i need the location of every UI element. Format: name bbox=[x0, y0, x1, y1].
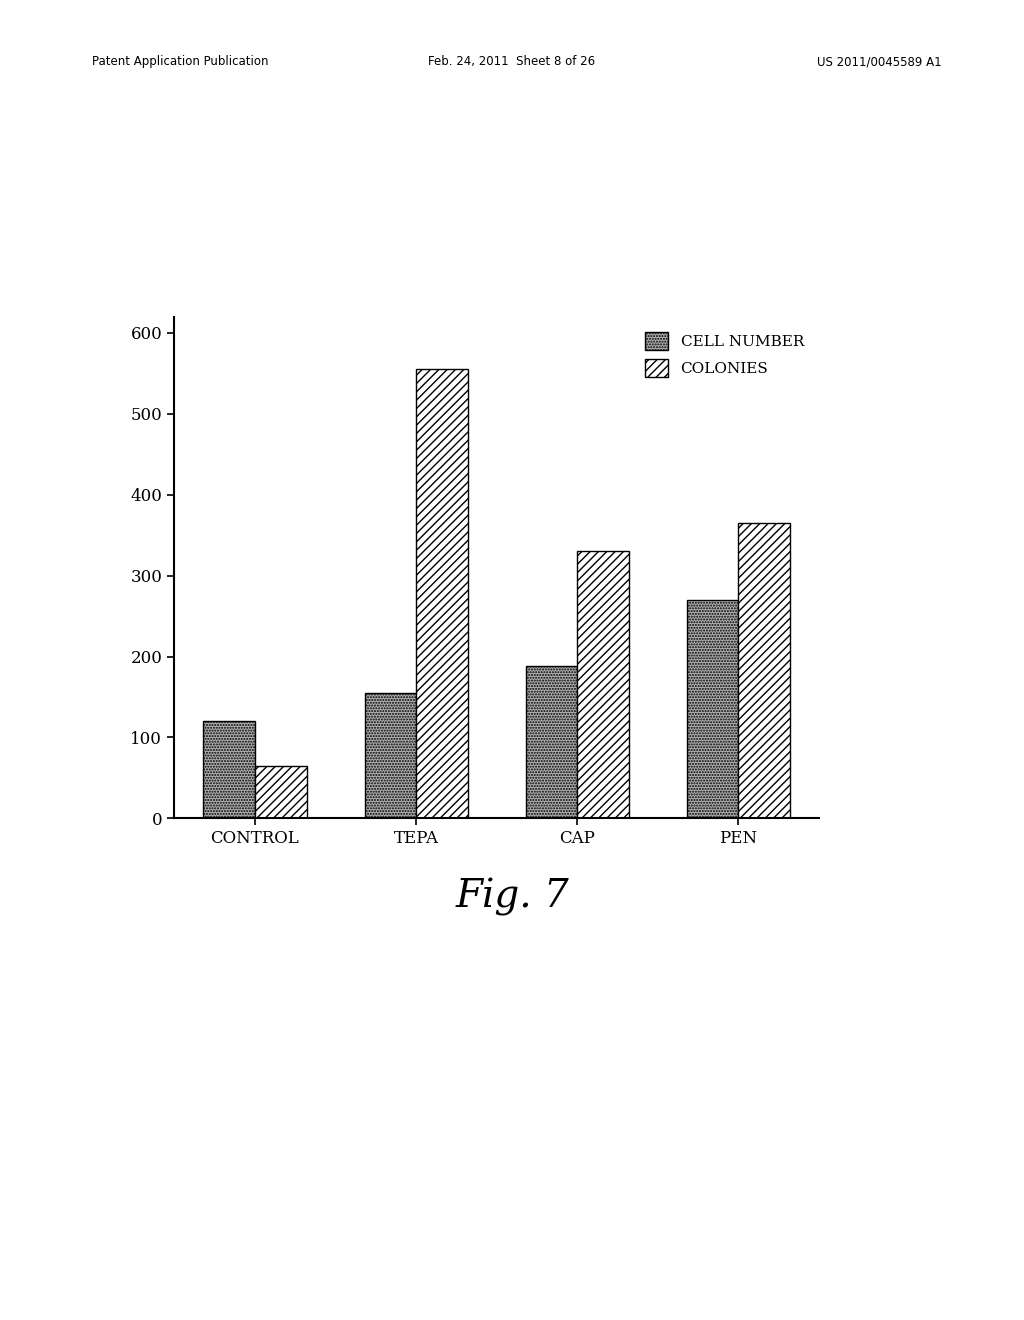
Text: Feb. 24, 2011  Sheet 8 of 26: Feb. 24, 2011 Sheet 8 of 26 bbox=[428, 55, 596, 69]
Bar bbox=[525, 667, 578, 818]
Legend: CELL NUMBER, COLONIES: CELL NUMBER, COLONIES bbox=[638, 325, 812, 384]
Bar bbox=[416, 370, 468, 818]
Bar bbox=[255, 766, 306, 818]
Text: US 2011/0045589 A1: US 2011/0045589 A1 bbox=[817, 55, 942, 69]
Text: Patent Application Publication: Patent Application Publication bbox=[92, 55, 268, 69]
Bar bbox=[687, 601, 738, 818]
Text: Fig. 7: Fig. 7 bbox=[455, 878, 569, 916]
Bar bbox=[365, 693, 416, 818]
Bar bbox=[578, 552, 629, 818]
Bar bbox=[204, 721, 255, 818]
Bar bbox=[738, 523, 790, 818]
